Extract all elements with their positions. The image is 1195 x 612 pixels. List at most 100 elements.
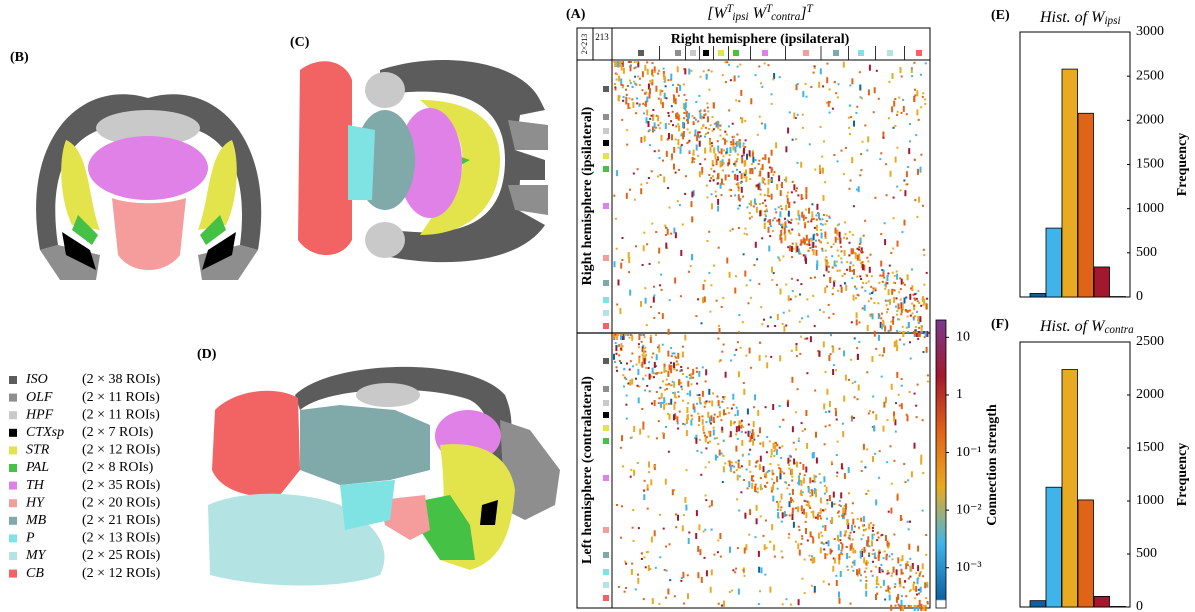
legend-name: MB bbox=[25, 513, 47, 528]
matrix-left-label: Right hemisphere (ipsilateral) bbox=[580, 106, 595, 285]
matrix-cell bbox=[831, 517, 833, 523]
matrix-cell bbox=[667, 229, 669, 235]
matrix-cell bbox=[782, 323, 784, 325]
matrix-cell bbox=[821, 156, 823, 158]
matrix-cell bbox=[863, 557, 865, 563]
matrix-cell bbox=[672, 124, 674, 126]
matrix-cell bbox=[835, 228, 837, 234]
matrix-cell bbox=[636, 61, 638, 63]
matrix-cell bbox=[884, 239, 886, 245]
matrix-cell bbox=[723, 440, 725, 442]
matrix-cell bbox=[745, 139, 747, 141]
matrix-cell bbox=[653, 286, 655, 288]
matrix-cell bbox=[652, 598, 654, 604]
matrix-cell bbox=[701, 452, 703, 454]
matrix-cell bbox=[665, 479, 667, 485]
matrix-cell bbox=[898, 291, 900, 293]
matrix-cell bbox=[916, 298, 918, 300]
matrix-cell bbox=[764, 183, 766, 185]
matrix-cell bbox=[888, 330, 890, 332]
matrix-cell bbox=[752, 168, 754, 174]
matrix-cell bbox=[752, 475, 754, 477]
matrix-cell bbox=[863, 516, 865, 522]
matrix-cell bbox=[700, 402, 702, 404]
matrix-cell bbox=[918, 331, 920, 333]
matrix-cell bbox=[623, 96, 625, 98]
matrix-cell bbox=[904, 284, 906, 286]
matrix-cell bbox=[727, 407, 729, 409]
matrix-cell bbox=[629, 337, 631, 339]
matrix-cell bbox=[695, 438, 697, 444]
matrix-cell bbox=[868, 300, 870, 302]
matrix-cell bbox=[687, 128, 689, 130]
matrix-cell bbox=[657, 124, 659, 126]
matrix-cell bbox=[679, 411, 681, 413]
matrix-cell bbox=[708, 389, 710, 395]
matrix-cell bbox=[820, 223, 822, 225]
matrix-cell bbox=[664, 569, 666, 571]
matrix-cell bbox=[630, 334, 632, 336]
matrix-cell bbox=[678, 95, 680, 97]
matrix-cell bbox=[792, 243, 794, 245]
matrix-cell bbox=[861, 461, 863, 463]
matrix-cell bbox=[771, 194, 773, 200]
matrix-cell bbox=[756, 185, 758, 187]
matrix-cell bbox=[774, 171, 776, 173]
matrix-cell bbox=[759, 355, 761, 361]
matrix-cell bbox=[909, 310, 911, 312]
matrix-cell bbox=[846, 269, 848, 271]
matrix-cell bbox=[652, 62, 654, 64]
matrix-cell bbox=[865, 563, 867, 565]
matrix-cell bbox=[699, 163, 701, 165]
matrix-cell bbox=[683, 117, 685, 119]
legend-swatch bbox=[9, 376, 17, 384]
matrix-cell bbox=[873, 111, 875, 113]
matrix-cell bbox=[684, 68, 686, 74]
matrix-cell bbox=[672, 489, 674, 495]
matrix-cell bbox=[843, 173, 845, 175]
matrix-cell bbox=[703, 70, 705, 72]
matrix-cell bbox=[892, 272, 894, 274]
matrix-cell bbox=[799, 473, 801, 475]
matrix-cell bbox=[897, 495, 899, 501]
matrix-cell bbox=[680, 250, 682, 256]
matrix-cell bbox=[693, 117, 695, 119]
matrix-cell bbox=[741, 173, 743, 179]
matrix-cell bbox=[658, 397, 660, 399]
matrix-cell bbox=[708, 174, 710, 176]
matrix-cell bbox=[788, 202, 790, 208]
matrix-cell bbox=[896, 271, 898, 273]
matrix-cell bbox=[767, 188, 769, 194]
matrix-cell bbox=[786, 514, 788, 516]
matrix-cell bbox=[764, 194, 766, 196]
matrix-cell bbox=[891, 483, 893, 485]
matrix-cell bbox=[766, 436, 768, 438]
matrix-cell bbox=[693, 150, 695, 156]
matrix-cell bbox=[823, 581, 825, 583]
matrix-cell bbox=[839, 348, 841, 350]
matrix-cell bbox=[648, 121, 650, 127]
matrix-cell bbox=[714, 123, 716, 125]
matrix-cell bbox=[771, 524, 773, 530]
matrix-cell bbox=[853, 205, 855, 207]
matrix-cell bbox=[834, 538, 836, 540]
matrix-cell bbox=[822, 224, 824, 226]
matrix-cell bbox=[798, 438, 800, 440]
matrix-cell bbox=[881, 275, 883, 277]
matrix-cell bbox=[649, 374, 651, 380]
matrix-cell bbox=[717, 540, 719, 542]
matrix-cell bbox=[867, 260, 869, 262]
matrix-cell bbox=[741, 420, 743, 422]
matrix-cell bbox=[901, 385, 903, 387]
matrix-cell bbox=[658, 420, 660, 422]
bar bbox=[1030, 293, 1046, 297]
matrix-cell bbox=[644, 347, 646, 349]
matrix-cell bbox=[737, 208, 739, 210]
matrix-cell bbox=[776, 444, 778, 446]
matrix-cell bbox=[907, 564, 909, 566]
matrix-cell bbox=[721, 401, 723, 403]
matrix-cell bbox=[703, 284, 705, 290]
coronal-section bbox=[36, 94, 261, 280]
matrix-cell bbox=[798, 440, 800, 442]
matrix-cell bbox=[756, 518, 758, 524]
